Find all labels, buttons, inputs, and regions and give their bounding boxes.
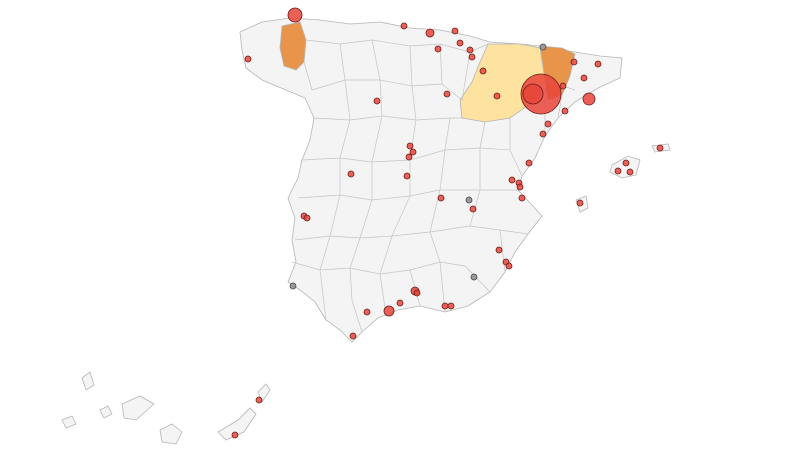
point <box>544 120 552 128</box>
point <box>405 153 413 161</box>
points <box>231 7 664 439</box>
point <box>539 43 547 51</box>
point <box>456 39 464 47</box>
point <box>468 53 476 61</box>
point <box>614 167 622 175</box>
point <box>425 28 435 38</box>
mallorca <box>609 155 641 179</box>
point <box>580 74 588 82</box>
point <box>561 107 569 115</box>
point <box>525 159 533 167</box>
point <box>582 92 596 106</box>
point <box>400 22 408 30</box>
point <box>493 92 501 100</box>
canary-3 <box>99 405 113 419</box>
point <box>622 159 630 167</box>
point <box>447 302 455 310</box>
point <box>656 144 664 152</box>
point <box>406 142 414 150</box>
point <box>518 194 526 202</box>
point <box>231 431 239 439</box>
point <box>539 130 547 138</box>
point <box>508 176 516 184</box>
point <box>470 273 478 281</box>
canary-6 <box>217 407 257 441</box>
point <box>413 289 421 297</box>
point <box>244 55 252 63</box>
point <box>437 194 445 202</box>
point <box>396 299 404 307</box>
lugo <box>279 21 307 71</box>
point <box>373 97 381 105</box>
point <box>347 170 355 178</box>
point <box>287 7 303 23</box>
point <box>434 45 442 53</box>
point <box>409 148 417 156</box>
point <box>303 214 311 222</box>
point <box>441 302 449 310</box>
point <box>495 246 503 254</box>
point <box>505 262 513 270</box>
canary-2 <box>61 415 77 429</box>
point <box>522 83 544 105</box>
canary-1 <box>81 371 95 391</box>
point <box>443 90 451 98</box>
point <box>570 58 578 66</box>
canary-4 <box>121 395 155 421</box>
point <box>594 60 602 68</box>
point <box>626 168 634 176</box>
point <box>479 67 487 75</box>
point <box>289 282 297 290</box>
point <box>403 172 411 180</box>
point <box>516 183 524 191</box>
canary-5 <box>159 423 183 445</box>
point <box>559 82 567 90</box>
point <box>383 305 395 317</box>
point <box>576 199 584 207</box>
point <box>349 332 357 340</box>
mainland <box>239 17 623 343</box>
point <box>466 46 474 54</box>
point <box>469 205 477 213</box>
point <box>255 396 263 404</box>
point <box>465 196 473 204</box>
point <box>363 308 371 316</box>
point <box>451 27 459 35</box>
